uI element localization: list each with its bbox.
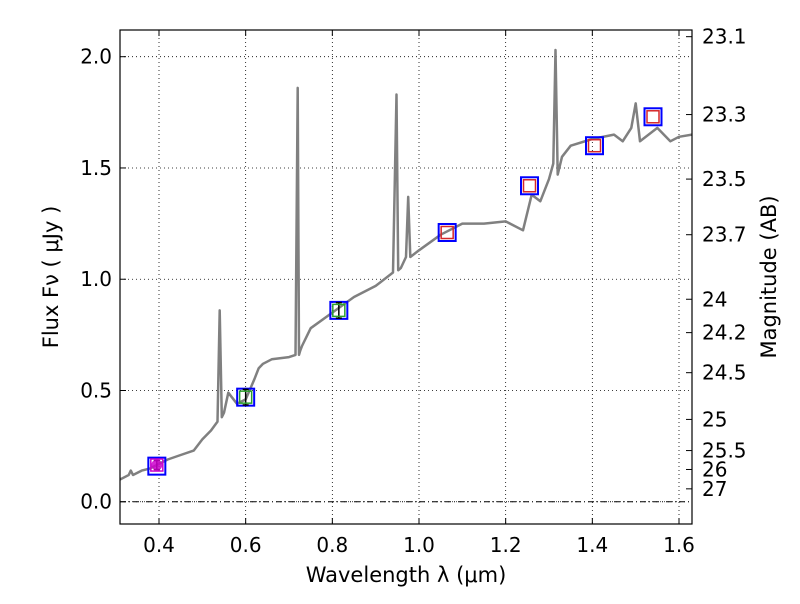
observed-flux-marker (646, 110, 660, 124)
observed-flux-marker (522, 179, 537, 193)
magnitude-tick-label: 26 (702, 457, 727, 481)
magnitude-tick-label: 24.2 (702, 321, 747, 345)
y-tick-label: 1.0 (80, 267, 112, 291)
x-tick-label: 1.4 (576, 533, 608, 557)
y-axis-ticks: 0.0 0.5 1.0 1.5 2.0 (80, 45, 126, 514)
model-flux-square (585, 136, 604, 156)
observed-flux-dot (151, 459, 163, 471)
magnitude-tick-label: 23.3 (702, 103, 747, 127)
y-axis-label: Flux Fν ( μJy ) (39, 206, 63, 349)
y-tick-label: 0.5 (80, 378, 112, 402)
x-tick-label: 0.4 (143, 533, 175, 557)
observed-flux-marker (150, 458, 164, 472)
observed-flux-marker (238, 390, 253, 404)
observed-flux-marker (332, 303, 346, 318)
x-tick-label: 1.2 (490, 533, 522, 557)
magnitude-tick-label: 23.1 (702, 25, 747, 49)
y-tick-label: 2.0 (80, 45, 112, 69)
grid-lines (120, 30, 692, 524)
model-flux-square (520, 176, 539, 196)
observed-flux-marker (440, 225, 454, 240)
magnitude-tick-label: 24.5 (702, 361, 747, 385)
observed-flux-marker (587, 138, 602, 153)
magnitude-tick-label: 27 (702, 477, 727, 501)
photometry-points (147, 107, 663, 476)
model-flux-square (437, 222, 457, 242)
magnitude-tick-label: 24 (702, 287, 727, 311)
x-tick-label: 1.6 (663, 533, 695, 557)
x-tick-label: 0.8 (316, 533, 348, 557)
model-flux-square (643, 107, 663, 127)
magnitude-tick-label: 23.5 (702, 167, 747, 191)
x-axis-ticks: 0.4 0.6 0.8 1.0 1.2 1.4 1.6 (143, 30, 695, 557)
magnitude-tick-label: 25 (702, 407, 727, 431)
magnitude-tick-label: 25.5 (702, 439, 747, 463)
y-tick-label: 0.0 (80, 490, 112, 514)
x-tick-label: 0.6 (230, 533, 262, 557)
x-axis-label: Wavelength λ (μm) (306, 563, 507, 587)
plot-frame (119, 29, 693, 525)
magnitude-tick-label: 23.7 (702, 223, 747, 247)
x-tick-label: 1.0 (403, 533, 435, 557)
model-flux-square (147, 456, 167, 476)
model-spectrum-line (120, 48, 692, 481)
plot-background (120, 30, 692, 524)
y-tick-label: 1.5 (80, 156, 112, 180)
magnitude-axis-label: Magnitude (AB) (757, 195, 781, 358)
